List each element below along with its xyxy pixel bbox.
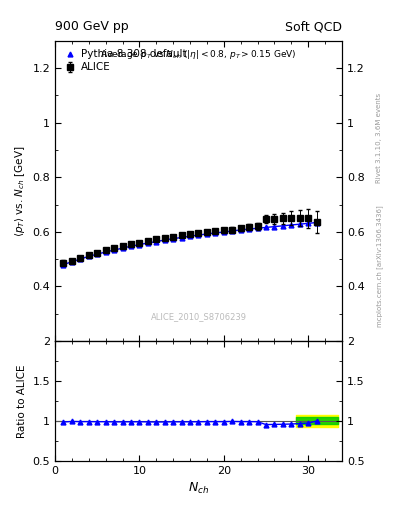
Pythia 8.308 default <box>281 223 285 229</box>
Pythia 8.308 default <box>129 243 133 249</box>
Text: ALICE_2010_S8706239: ALICE_2010_S8706239 <box>151 312 246 322</box>
Y-axis label: $\langle p_T \rangle$ vs. $N_{ch}$ [GeV]: $\langle p_T \rangle$ vs. $N_{ch}$ [GeV] <box>13 145 27 237</box>
Text: Average $p_T$ vs $N_{ch}$ ($|\eta| < 0.8$, $p_T > 0.15$ GeV): Average $p_T$ vs $N_{ch}$ ($|\eta| < 0.8… <box>100 49 297 61</box>
Pythia 8.308 default <box>204 231 209 237</box>
Pythia 8.308 default <box>70 259 74 265</box>
Pythia 8.308 default <box>145 240 150 246</box>
Pythia 8.308 default <box>61 262 66 268</box>
Pythia 8.308 default <box>247 226 252 232</box>
Pythia 8.308 default <box>196 232 201 238</box>
Pythia 8.308 default <box>120 245 125 251</box>
Pythia 8.308 default <box>272 224 277 230</box>
Pythia 8.308 default <box>112 247 116 253</box>
Pythia 8.308 default <box>103 249 108 255</box>
Text: Soft QCD: Soft QCD <box>285 20 342 33</box>
Pythia 8.308 default <box>289 222 294 228</box>
Y-axis label: Ratio to ALICE: Ratio to ALICE <box>17 364 27 438</box>
Pythia 8.308 default <box>255 225 260 231</box>
Pythia 8.308 default <box>314 220 319 226</box>
Pythia 8.308 default <box>162 237 167 243</box>
Pythia 8.308 default <box>86 253 91 260</box>
Text: 900 GeV pp: 900 GeV pp <box>55 20 129 33</box>
Line: Pythia 8.308 default: Pythia 8.308 default <box>61 220 319 267</box>
Pythia 8.308 default <box>171 236 176 242</box>
Pythia 8.308 default <box>154 239 159 245</box>
Pythia 8.308 default <box>221 229 226 235</box>
Pythia 8.308 default <box>213 230 218 236</box>
Legend: Pythia 8.308 default, ALICE: Pythia 8.308 default, ALICE <box>60 46 190 76</box>
Pythia 8.308 default <box>238 227 243 233</box>
Pythia 8.308 default <box>264 224 268 230</box>
Pythia 8.308 default <box>188 233 193 239</box>
Text: mcplots.cern.ch [arXiv:1306.3436]: mcplots.cern.ch [arXiv:1306.3436] <box>376 205 383 327</box>
X-axis label: $N_{ch}$: $N_{ch}$ <box>188 481 209 496</box>
Pythia 8.308 default <box>298 221 302 227</box>
Pythia 8.308 default <box>137 242 142 248</box>
Pythia 8.308 default <box>95 251 99 257</box>
Text: Rivet 3.1.10, 3.6M events: Rivet 3.1.10, 3.6M events <box>376 93 382 183</box>
Pythia 8.308 default <box>306 220 310 226</box>
Pythia 8.308 default <box>179 234 184 241</box>
Pythia 8.308 default <box>230 228 235 234</box>
Pythia 8.308 default <box>78 256 83 262</box>
